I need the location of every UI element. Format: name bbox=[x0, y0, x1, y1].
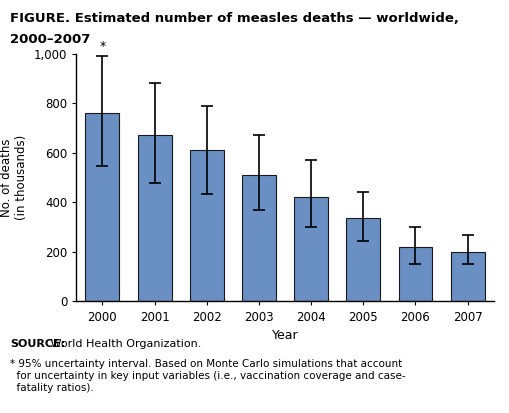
Text: * 95% uncertainty interval. Based on Monte Carlo simulations that account
  for : * 95% uncertainty interval. Based on Mon… bbox=[10, 359, 406, 392]
Text: World Health Organization.: World Health Organization. bbox=[47, 339, 201, 349]
Bar bbox=[86, 113, 120, 301]
Text: FIGURE. Estimated number of measles deaths — worldwide,: FIGURE. Estimated number of measles deat… bbox=[10, 12, 459, 25]
X-axis label: Year: Year bbox=[272, 329, 298, 342]
Bar bbox=[190, 150, 224, 301]
Bar bbox=[399, 247, 433, 301]
Bar bbox=[346, 218, 380, 301]
Text: 2000–2007: 2000–2007 bbox=[10, 33, 91, 46]
Text: *: * bbox=[99, 40, 105, 53]
Y-axis label: No. of deaths
(in thousands): No. of deaths (in thousands) bbox=[1, 135, 29, 220]
Bar bbox=[294, 197, 328, 301]
Bar bbox=[450, 252, 485, 301]
Text: SOURCE:: SOURCE: bbox=[10, 339, 65, 349]
Bar bbox=[137, 135, 172, 301]
Bar bbox=[242, 175, 276, 301]
